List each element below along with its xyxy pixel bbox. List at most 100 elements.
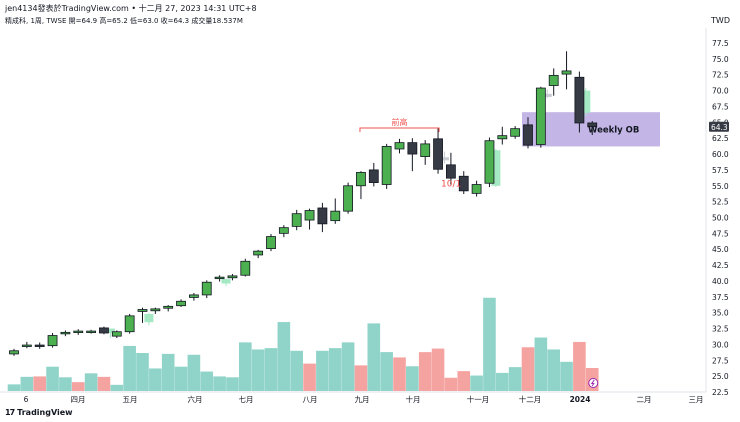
y-tick-label: 72.5 xyxy=(712,71,729,80)
tradingview-logo[interactable]: 17 TradingView xyxy=(5,408,73,417)
candle-body xyxy=(535,87,546,145)
candle-body xyxy=(497,135,508,140)
ghost-candle xyxy=(439,157,449,161)
x-tick-label: 2024 xyxy=(570,395,591,404)
ghost-candle xyxy=(581,90,591,113)
candle-body xyxy=(176,300,186,307)
ghost-candle xyxy=(105,328,115,333)
y-tick-label: 77.5 xyxy=(712,39,729,48)
volume-bar xyxy=(483,297,496,391)
y-tick-label: 22.5 xyxy=(712,388,729,397)
last-price-label: 64.3 xyxy=(711,123,728,132)
candle-body xyxy=(381,146,392,185)
volume-bar xyxy=(418,352,432,391)
candle-body xyxy=(214,276,225,280)
volume-bar xyxy=(20,376,34,391)
candle-body xyxy=(368,169,379,183)
symbol-ohlc-line: 精成科, 1周, TWSE 開=64.9 高=65.2 低=63.0 收=64.… xyxy=(5,17,243,25)
volume-bar xyxy=(71,382,85,391)
candle-body xyxy=(548,74,559,86)
candle-body xyxy=(561,70,572,75)
candle-body xyxy=(150,308,161,312)
volume-bar xyxy=(277,322,291,391)
y-tick-label: 70.0 xyxy=(712,87,729,96)
volume-bar xyxy=(406,366,419,391)
candle-body xyxy=(9,350,19,355)
x-tick-label: 十月 xyxy=(406,394,421,404)
candle-body xyxy=(420,143,431,157)
volume-bar xyxy=(7,384,21,391)
y-tick-label: 60.0 xyxy=(712,150,729,159)
time-axis[interactable]: 6 四月 五月 六月 七月 八月 九月 十月 十一月 十二月 2024 二月 三月 xyxy=(24,394,704,404)
volume-bar xyxy=(367,323,381,391)
volume-bar xyxy=(251,349,265,391)
volume-bar xyxy=(303,363,316,391)
candle-body xyxy=(278,227,289,234)
volume-bar xyxy=(174,366,188,391)
date-annotation: 10/1 xyxy=(441,180,461,190)
price-axis[interactable]: 77.575.072.570.067.565.062.560.057.555.0… xyxy=(709,39,729,397)
candle-body xyxy=(458,175,469,192)
candle-body xyxy=(394,142,405,150)
candle-body xyxy=(266,236,276,249)
volume-bar xyxy=(226,377,239,391)
y-tick-label: 25.0 xyxy=(712,372,729,381)
volume-bar xyxy=(123,345,136,391)
candle-body xyxy=(86,330,96,333)
candle-body xyxy=(510,128,521,137)
volume-bar xyxy=(97,376,111,391)
tradingview-brand: TradingView xyxy=(17,408,73,417)
candle-body xyxy=(407,142,418,155)
volume-bar xyxy=(239,342,252,391)
y-tick-label: 35.0 xyxy=(712,309,729,318)
candle-body xyxy=(574,76,585,124)
volume-bar xyxy=(444,377,458,391)
volume-layer xyxy=(7,297,599,391)
volume-bar xyxy=(84,373,98,391)
y-tick-label: 45.0 xyxy=(712,245,729,254)
candle-body xyxy=(227,275,238,279)
volume-bar xyxy=(149,368,162,391)
x-tick-label: 四月 xyxy=(71,395,86,404)
ghost-candle xyxy=(491,150,501,186)
candle-body xyxy=(73,330,84,333)
annotations-layer: 前高 10/1 Weekly OB xyxy=(359,117,639,388)
candle-body xyxy=(330,210,341,222)
volume-bar xyxy=(316,350,329,391)
candle-body xyxy=(124,315,135,333)
x-tick-label: 八月 xyxy=(303,395,318,404)
ghost-candle xyxy=(542,93,552,97)
candles-layer xyxy=(9,51,598,356)
y-tick-label: 27.5 xyxy=(712,356,729,365)
y-tick-label: 30.0 xyxy=(712,340,729,349)
tradingview-logo-icon: 17 xyxy=(5,408,15,417)
candle-body xyxy=(47,335,58,347)
candle-body xyxy=(304,210,315,221)
candle-body xyxy=(201,281,212,296)
y-tick-label: 40.0 xyxy=(712,277,729,286)
x-tick-label: 十二月 xyxy=(519,394,542,404)
x-tick-label: 九月 xyxy=(355,395,370,404)
candle-body xyxy=(34,344,45,347)
lightning-bolt xyxy=(590,379,595,387)
currency-label: TWD xyxy=(711,16,730,25)
y-tick-label: 52.5 xyxy=(712,198,729,207)
candle-body xyxy=(240,260,251,276)
candle-body xyxy=(99,327,109,334)
candle-body xyxy=(471,184,482,194)
volume-bar xyxy=(46,366,59,391)
volume-bar xyxy=(431,348,445,391)
volume-bar xyxy=(264,348,278,391)
y-tick-label: 32.5 xyxy=(712,325,729,334)
prev-high-label: 前高 xyxy=(392,117,408,127)
y-tick-label: 37.5 xyxy=(712,293,729,302)
volume-bar xyxy=(110,384,124,391)
volume-bar xyxy=(213,376,226,391)
y-tick-label: 75.0 xyxy=(712,55,729,64)
volume-bar xyxy=(534,337,548,391)
x-tick-label: 五月 xyxy=(123,395,138,404)
ghost-candle xyxy=(144,313,154,323)
volume-bar xyxy=(136,353,149,391)
volume-bar xyxy=(380,352,393,391)
